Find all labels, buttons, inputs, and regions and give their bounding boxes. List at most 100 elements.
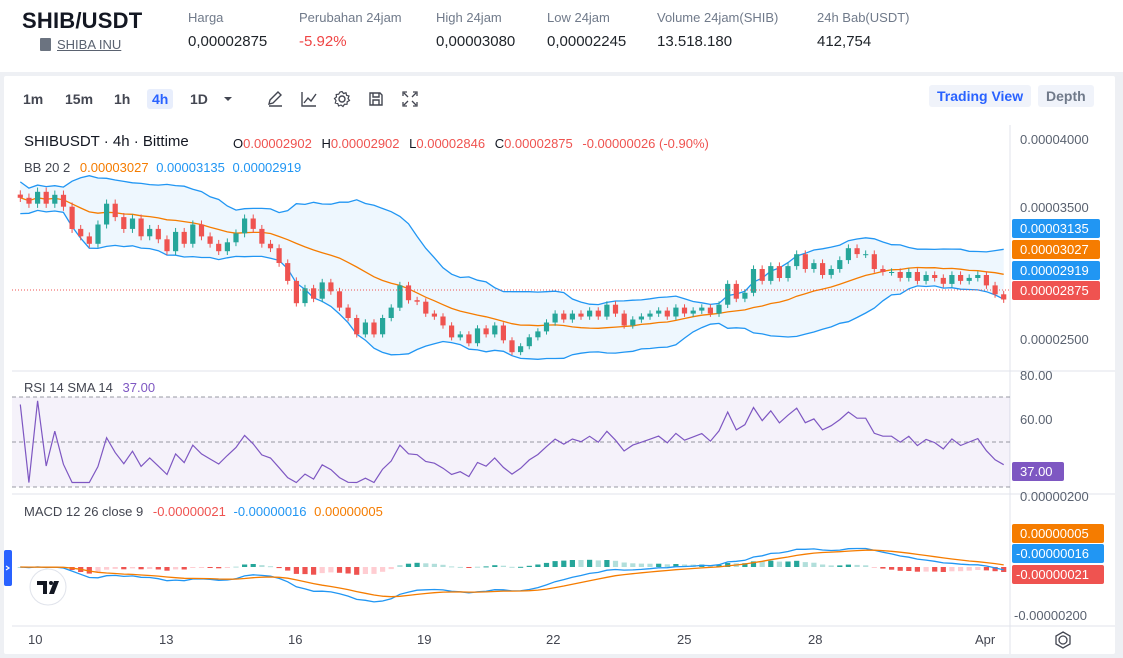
candle-body [155,228,161,240]
macd-label: MACD 12 26 close 9 [24,504,143,519]
tradingview-logo[interactable] [29,568,67,606]
line-chart-icon[interactable] [300,90,318,108]
macd-histogram-bar [932,567,938,572]
gear-icon[interactable] [333,90,351,108]
stat-turnover: 24h Bab(USDT) 412,754 [817,10,909,50]
rsi-tick: 60.00 [1020,412,1053,427]
candle-body [328,282,334,292]
macd-histogram-bar [776,561,782,567]
price-chart[interactable]: SHIBUSDT · 4h · Bittime O0.00002902 H0.0… [4,120,1115,654]
candle-body [138,218,144,237]
timeframe-15m[interactable]: 15m [65,91,94,107]
coin-link[interactable]: SHIBA INU [40,37,121,52]
chart-toolbar: 1m 15m 1h 4h 1D Trading View Depth [4,76,1115,120]
candle-body [147,228,153,237]
candle-body [975,275,981,278]
legend-c-label: C [495,136,504,151]
rsi-tag [1012,462,1064,481]
candle-body [190,224,196,244]
macd-histogram-bar [750,561,757,567]
macd-histogram-bar [129,567,136,569]
macd-histogram-bar [742,563,748,567]
candle-body [983,275,989,286]
candle-body [52,194,58,204]
candle-body [207,236,213,244]
candle-body [198,224,205,237]
macd-histogram-bar [285,567,291,571]
candle-body [388,307,394,318]
macd-histogram-bar [224,567,230,568]
macd-histogram-bar [207,567,213,568]
candle-body [759,269,765,281]
timeframe-1m[interactable]: 1m [23,91,44,107]
candle-body [250,218,256,229]
macd-histogram-bar [716,564,722,567]
last-price-tag-text: 0.00002875 [1020,283,1089,298]
macd-histogram-bar [121,567,127,570]
legend-l-label: L [409,136,416,151]
rsi-label: RSI 14 SMA 14 [24,380,113,395]
candle-body [319,282,325,299]
candle-body [129,218,136,229]
macd-histogram-bar [267,566,274,568]
axis-settings-icon[interactable] [1055,631,1071,649]
price-pane[interactable] [12,125,1010,370]
macd-hist-tag-text: -0.00000021 [1016,567,1089,582]
rsi-value: 37.00 [123,380,156,395]
macd-hist-tag [1012,565,1104,584]
date-tick: 10 [28,632,42,647]
candle-body [561,313,567,320]
candle-body [431,313,437,317]
stat-label: High 24jam [436,10,502,25]
macd-histogram-bar [302,567,308,575]
macd-histogram-bar [828,565,834,567]
macd-histogram-bar [802,562,808,567]
candle-body [820,263,826,275]
price-tick: 0.00004000 [1020,132,1089,147]
bb-lower-tag [1012,261,1100,280]
candle-body [742,292,748,299]
candle-body [725,283,731,305]
fullscreen-icon[interactable] [401,90,419,108]
candle-body [604,304,610,317]
candle-body [958,275,964,281]
macd-histogram-bar [647,563,653,567]
pencil-icon[interactable] [266,90,284,108]
stat-label: Low 24jam [547,10,610,25]
candle-body [1001,294,1007,300]
trading-view-button[interactable]: Trading View [929,85,1032,107]
candle-body [768,266,774,281]
candle-body [121,217,127,229]
candle-body [423,301,429,314]
macd-histogram-bar [914,567,920,572]
legend-rsi: RSI 14 SMA 14 37.00 [24,380,155,395]
date-tick: 25 [677,632,691,647]
macd-histogram-bar [871,567,877,568]
macd-histogram-bar [811,562,817,567]
timeframe-4h[interactable]: 4h [147,89,174,109]
macd-histogram-bar [845,564,851,567]
candle-body [259,228,265,244]
timeframe-1d[interactable]: 1D [190,91,208,107]
chevron-down-icon[interactable] [222,90,234,108]
macd-histogram-bar [293,567,299,574]
timeframe-1h[interactable]: 1h [114,91,131,107]
depth-button[interactable]: Depth [1038,85,1094,107]
macd-histogram-bar [147,567,153,569]
candle-body [811,263,817,269]
rsi-line [19,400,1004,484]
date-tick: Apr [975,632,996,647]
side-panel-toggle[interactable] [4,550,12,586]
candle-body [552,313,558,323]
macd-histogram-bar [104,567,110,570]
macd-histogram-bar [345,567,351,574]
macd-histogram-bar [794,560,800,567]
candle-body [405,285,412,301]
save-icon[interactable] [367,90,385,108]
macd-hist-value: -0.00000021 [153,504,226,519]
legend-macd: MACD 12 26 close 9 -0.00000021 -0.000000… [24,504,383,519]
candle-body [940,277,946,284]
coin-name[interactable]: SHIBA INU [57,37,122,52]
candle-body [224,242,230,252]
macd-histogram-bar [906,567,912,571]
